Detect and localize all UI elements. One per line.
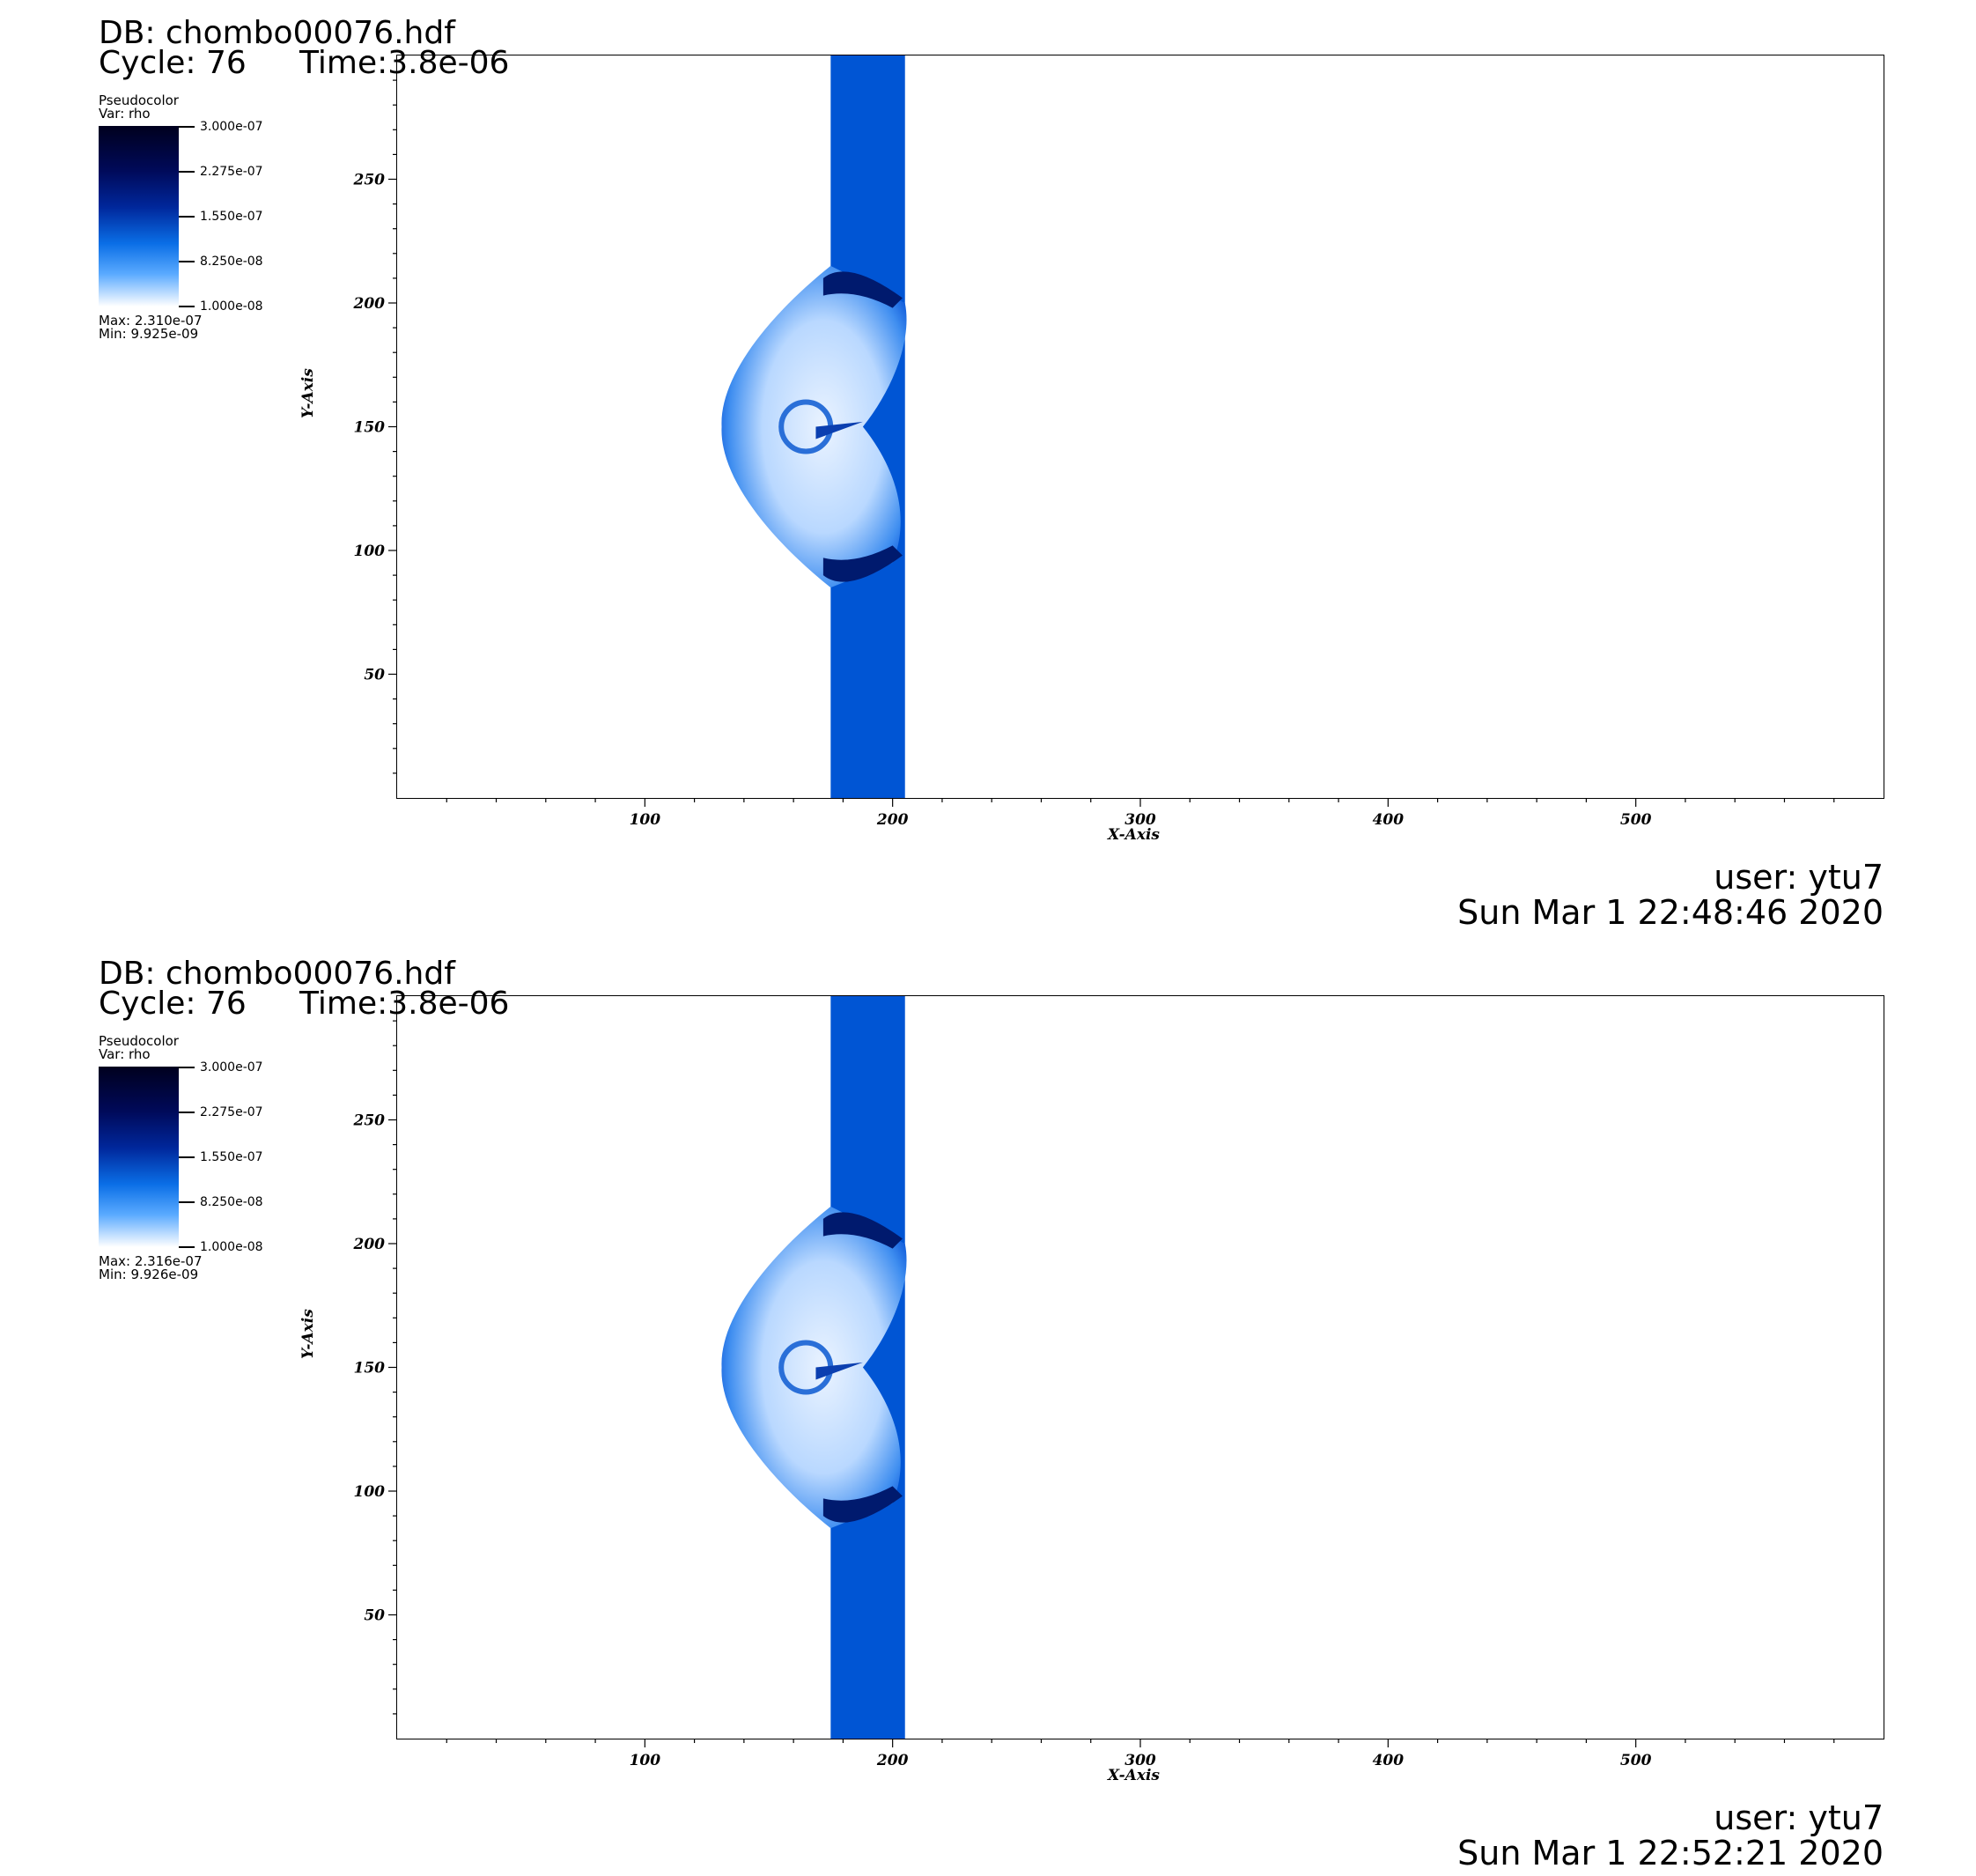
colorbar-tick — [179, 306, 195, 307]
y-tick-label: 250 — [353, 172, 386, 189]
colorbar-tick-label: 8.250e-08 — [200, 1195, 263, 1209]
colorbar-tick — [179, 1201, 195, 1203]
x-tick-label: 500 — [1620, 811, 1652, 829]
colorbar-tick-label: 1.550e-07 — [200, 1150, 263, 1164]
colorbar-tick — [179, 171, 195, 173]
db-name: DB: chombo00076.hdf — [99, 956, 455, 992]
vortex-wedge — [815, 1362, 863, 1380]
colorbar-tick-label: 2.275e-07 — [200, 165, 263, 179]
x-tick-label: 100 — [630, 1752, 661, 1769]
x-tick-label: 100 — [630, 811, 661, 829]
user-label: user: ytu7 — [1714, 858, 1884, 897]
colorbar-tick — [179, 216, 195, 218]
colorbar-tick — [179, 1067, 195, 1068]
shock-cap-top — [822, 1212, 903, 1249]
legend-max: Max: 2.310e-07 — [99, 313, 203, 329]
colorbar — [99, 1067, 179, 1247]
x-tick-label: 200 — [876, 811, 909, 829]
y-axis-label: Y-Axis — [299, 368, 317, 418]
colorbar-tick-label: 1.000e-08 — [200, 1240, 263, 1254]
colorbar-tick-label: 3.000e-07 — [200, 120, 263, 134]
colorbar-tick — [179, 261, 195, 262]
x-tick-label: 400 — [1373, 1752, 1405, 1769]
x-axis-label: X-Axis — [1108, 1767, 1160, 1784]
legend-min: Min: 9.926e-09 — [99, 1267, 199, 1282]
legend-plot-type: Pseudocolor — [99, 92, 179, 108]
y-tick-label: 150 — [354, 1360, 386, 1377]
cycle-label: Cycle: 76 — [99, 45, 247, 81]
vortex-wedge — [815, 421, 863, 439]
y-tick-label: 200 — [353, 295, 386, 313]
x-axis-label: X-Axis — [1108, 826, 1160, 844]
density-plot: 100 200 300 400 500 50 100 150 200 250 — [353, 996, 1835, 1769]
y-tick-label: 50 — [364, 1607, 385, 1625]
colorbar-tick-label: 8.250e-08 — [200, 255, 263, 269]
colorbar-tick-label: 2.275e-07 — [200, 1105, 263, 1119]
legend-min: Min: 9.925e-09 — [99, 326, 199, 342]
x-tick-label: 400 — [1373, 811, 1405, 829]
shock-cap-top — [822, 271, 903, 308]
legend-variable: Var: rho — [99, 1046, 151, 1062]
legend-plot-type: Pseudocolor — [99, 1033, 179, 1049]
user-label: user: ytu7 — [1714, 1798, 1884, 1837]
cycle-label: Cycle: 76 — [99, 986, 247, 1022]
colorbar-tick — [179, 1246, 195, 1248]
shock-bubble — [721, 265, 907, 588]
y-tick-label: 50 — [364, 667, 385, 684]
db-name: DB: chombo00076.hdf — [99, 15, 455, 51]
colorbar-tick — [179, 1112, 195, 1113]
x-tick-label: 300 — [1124, 811, 1156, 829]
y-axis-label: Y-Axis — [299, 1309, 317, 1359]
colorbar-tick-label: 1.000e-08 — [200, 299, 263, 314]
x-tick-label: 500 — [1620, 1752, 1652, 1769]
colorbar-tick-label: 3.000e-07 — [200, 1060, 263, 1075]
y-tick-label: 200 — [353, 1236, 386, 1253]
y-tick-label: 100 — [354, 1483, 386, 1501]
legend-max: Max: 2.316e-07 — [99, 1253, 203, 1269]
shock-bubble — [721, 1206, 907, 1529]
time-label: Time:3.8e-06 — [299, 45, 510, 81]
y-tick-label: 100 — [354, 543, 386, 560]
colorbar — [99, 126, 179, 307]
shock-cap-bottom — [822, 545, 903, 582]
shock-cap-bottom — [822, 1486, 903, 1523]
x-tick-label: 300 — [1124, 1752, 1156, 1769]
y-tick-label: 250 — [353, 1112, 386, 1130]
visit-plot-panel-top: DB: chombo00076.hdf Cycle: 76 Time:3.8e-… — [0, 0, 1976, 935]
x-tick-label: 200 — [876, 1752, 909, 1769]
density-plot: 100 200 300 400 500 50 100 150 200 250 — [353, 55, 1835, 829]
colorbar-tick — [179, 1156, 195, 1158]
date-label: Sun Mar 1 22:52:21 2020 — [1457, 1834, 1884, 1872]
visit-plot-panel-bottom: DB: chombo00076.hdf Cycle: 76 Time:3.8e-… — [0, 941, 1976, 1876]
colorbar-tick — [179, 126, 195, 128]
date-label: Sun Mar 1 22:48:46 2020 — [1457, 893, 1884, 932]
legend-variable: Var: rho — [99, 106, 151, 122]
y-tick-label: 150 — [354, 419, 386, 437]
time-label: Time:3.8e-06 — [299, 986, 510, 1022]
colorbar-tick-label: 1.550e-07 — [200, 210, 263, 224]
